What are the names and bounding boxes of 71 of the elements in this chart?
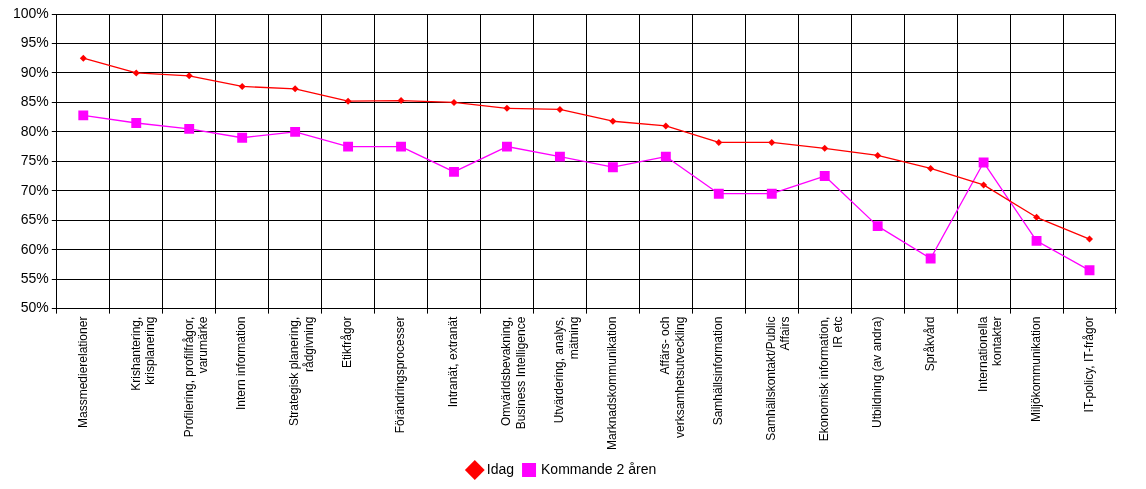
y-tick-label: 95% xyxy=(20,34,49,51)
x-tick-label: Marknadskommunikation xyxy=(605,316,620,450)
point xyxy=(502,141,512,152)
y-tick-label: 85% xyxy=(20,93,49,110)
legend-label: Idag xyxy=(486,460,515,477)
x-tick-label: Strategisk planering, rådgivning xyxy=(287,316,316,427)
point xyxy=(1084,265,1095,276)
point xyxy=(662,122,670,130)
point xyxy=(556,105,564,113)
point xyxy=(131,118,142,128)
y-tick-label: 65% xyxy=(20,211,49,228)
point xyxy=(1031,235,1042,246)
x-tick-label: Språkvård xyxy=(922,316,937,372)
point xyxy=(713,188,724,199)
x-tick-label: Omvärldsbevakning, Business Intelligence xyxy=(499,316,528,430)
point xyxy=(978,157,989,168)
point xyxy=(660,151,671,162)
y-tick-label: 70% xyxy=(20,181,49,198)
point xyxy=(344,97,352,105)
y-tick-label: 50% xyxy=(20,299,49,316)
point xyxy=(185,72,193,80)
y-tick-label: 60% xyxy=(20,240,49,257)
point xyxy=(503,104,511,112)
y-tick-label: 55% xyxy=(20,270,49,287)
point xyxy=(874,151,882,159)
x-tick-label: IT-policy, IT-frågor xyxy=(1081,316,1096,413)
point xyxy=(980,181,988,189)
legend-label: Kommande 2 åren xyxy=(541,460,657,477)
x-tick-label: Utvärdering, analys, mätning xyxy=(552,316,581,424)
point xyxy=(449,166,459,177)
point xyxy=(609,117,617,125)
x-tick-label: Krishantering, krisplanering xyxy=(128,316,157,391)
point xyxy=(1086,235,1094,243)
point xyxy=(927,164,935,172)
point xyxy=(132,69,140,77)
y-tick-label: 80% xyxy=(20,122,49,139)
x-tick-label: Intern information xyxy=(234,316,249,410)
point xyxy=(766,188,777,199)
point xyxy=(79,54,87,62)
x-tick-label: Samhällsinformation xyxy=(711,316,726,426)
point xyxy=(78,110,89,121)
x-tick-label: Samhällskontakt/Public Affairs xyxy=(764,316,793,441)
x-tick-label: Ekonomisk information, IR etc xyxy=(817,316,846,442)
point xyxy=(554,151,565,162)
point xyxy=(768,138,776,146)
x-tick-label: Etikfrågor xyxy=(340,316,355,368)
point xyxy=(237,132,248,143)
point xyxy=(715,138,723,146)
point xyxy=(450,98,458,106)
y-tick-label: 75% xyxy=(20,152,49,169)
x-tick-label: Miljökommunikation xyxy=(1028,316,1043,422)
x-tick-label: Internationella kontakter xyxy=(975,316,1005,392)
point xyxy=(1033,213,1041,221)
point xyxy=(396,141,406,152)
y-tick-label: 90% xyxy=(20,63,49,80)
x-tick-label: Massmedierelationer xyxy=(75,316,90,428)
point xyxy=(819,171,830,181)
point xyxy=(291,85,299,93)
y-tick-label: 100% xyxy=(12,4,49,21)
x-tick-label: Utbildning (av andra) xyxy=(869,316,884,429)
point xyxy=(343,141,354,152)
point xyxy=(397,97,405,105)
point xyxy=(290,126,301,137)
point xyxy=(184,123,195,134)
point xyxy=(925,253,936,264)
x-tick-label: Intranät, extranät xyxy=(446,315,461,408)
x-tick-label: Förändringsprocesser xyxy=(393,316,408,434)
point xyxy=(821,144,829,152)
point xyxy=(607,162,618,173)
point xyxy=(872,221,883,232)
point xyxy=(238,82,246,90)
